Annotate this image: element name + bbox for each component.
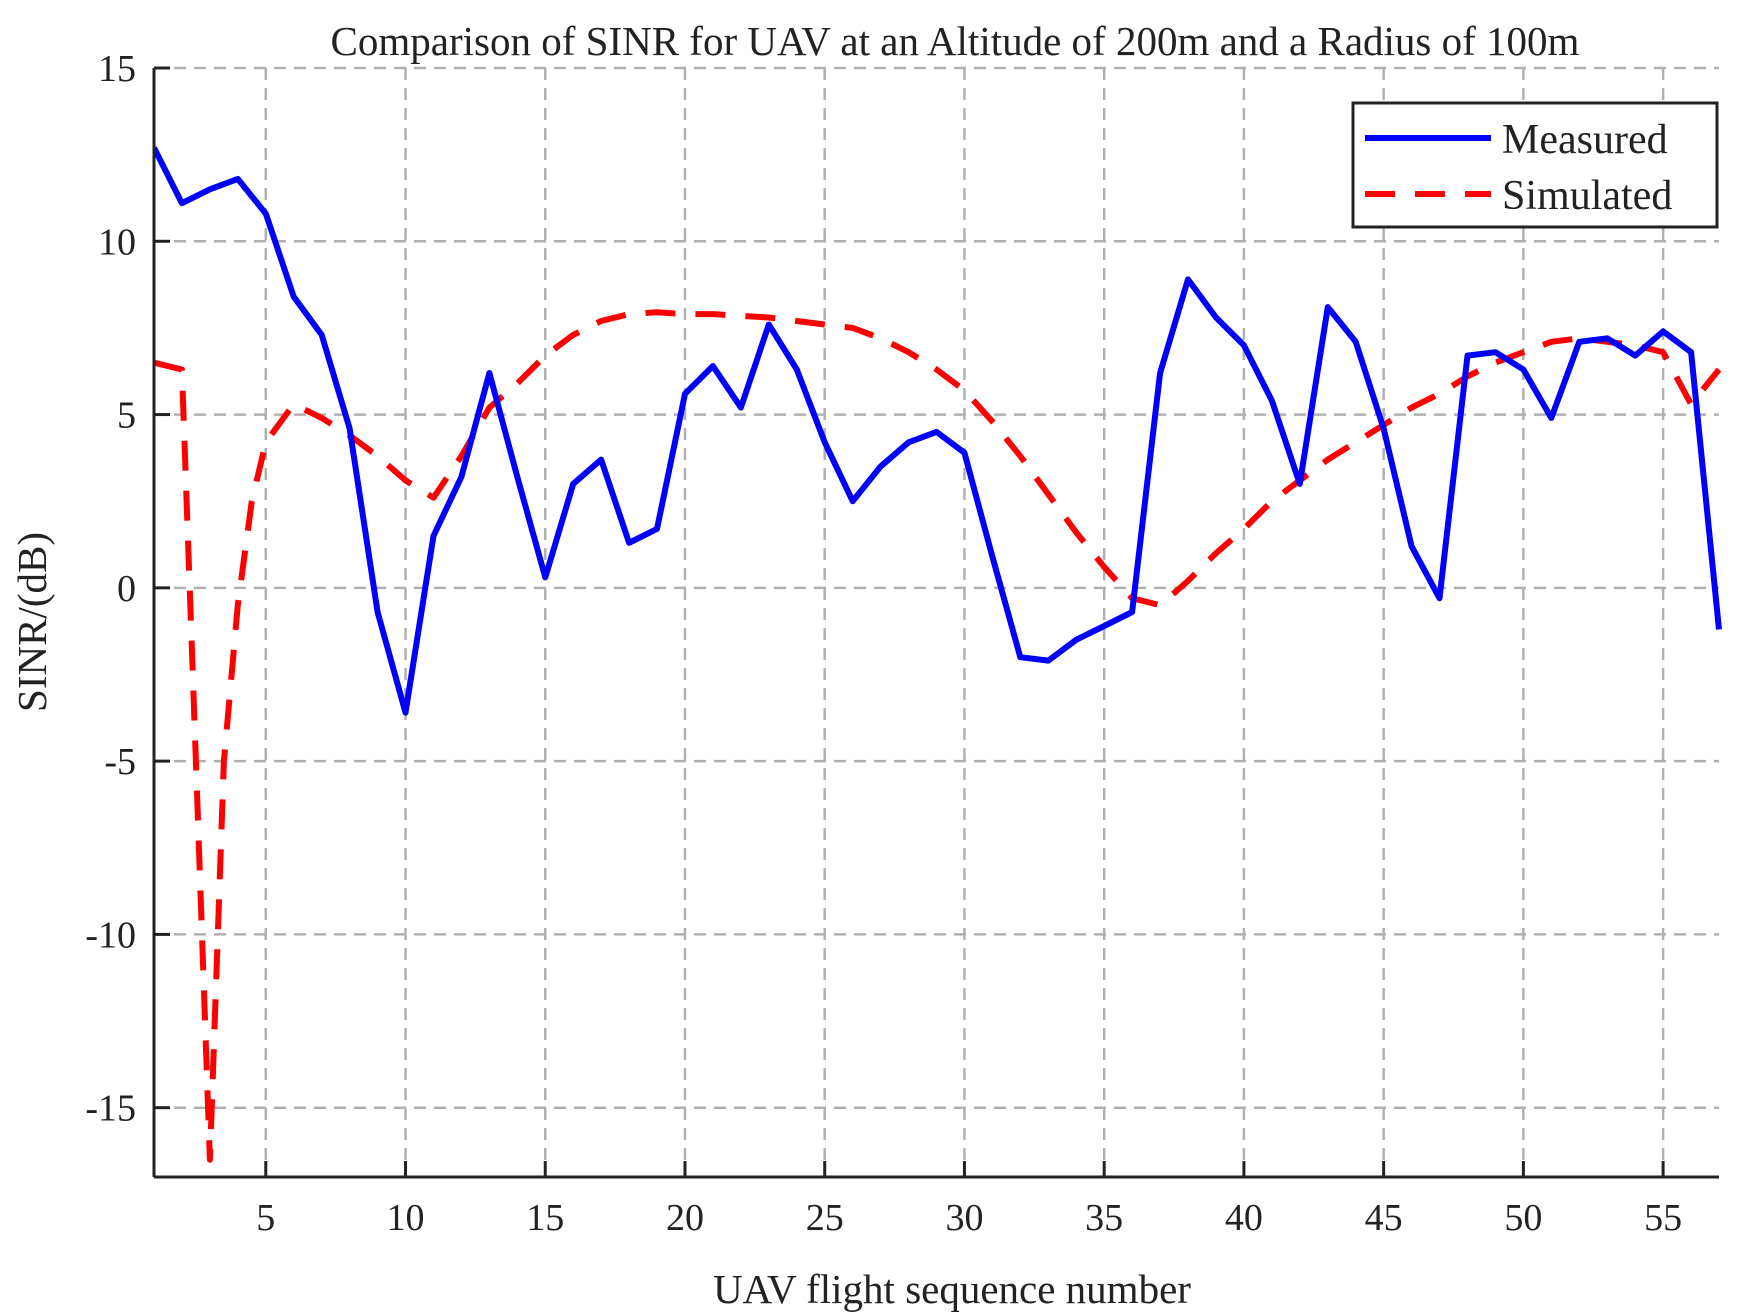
grid-layer <box>154 66 1719 1177</box>
y-axis-label: SINR/(dB) <box>9 532 55 712</box>
x-tick-label: 30 <box>945 1197 983 1239</box>
y-tick-label: 10 <box>98 221 136 263</box>
x-tick-label: 45 <box>1365 1197 1403 1239</box>
x-tick-label: 15 <box>526 1197 564 1239</box>
x-tick-label: 20 <box>666 1197 704 1239</box>
axes-layer <box>152 68 1719 1179</box>
series-line-simulated <box>154 309 1722 1163</box>
x-tick-label: 25 <box>806 1197 844 1239</box>
x-tick-label: 5 <box>256 1197 275 1239</box>
y-tick-label: -10 <box>85 914 136 956</box>
x-axis-label: UAV flight sequence number <box>713 1266 1191 1312</box>
y-tick-label: 0 <box>117 568 136 610</box>
legend-label-simulated: Simulated <box>1502 173 1672 219</box>
legend-label-measured: Measured <box>1502 117 1668 163</box>
series-line-measured <box>154 146 1722 716</box>
y-tick-label: 15 <box>98 48 136 90</box>
ticks-layer: 5 10 15 20 25 30 35 40 45 50 55 -15 -10 -5 0 5 10 15 <box>85 48 1682 1239</box>
chart-title: Comparison of SINR for UAV at an Altitud… <box>331 18 1580 64</box>
x-tick-label: 50 <box>1504 1197 1542 1239</box>
x-tick-label: 35 <box>1085 1197 1123 1239</box>
series-layer <box>154 146 1722 1163</box>
legend-box <box>1351 101 1719 229</box>
x-tick-label: 55 <box>1644 1197 1682 1239</box>
legend: Measured Simulated <box>1351 101 1719 229</box>
y-tick-label: -15 <box>85 1088 136 1130</box>
y-tick-label: 5 <box>117 395 136 437</box>
x-tick-label: 40 <box>1225 1197 1263 1239</box>
y-tick-label: -5 <box>104 741 136 783</box>
x-tick-label: 10 <box>387 1197 425 1239</box>
